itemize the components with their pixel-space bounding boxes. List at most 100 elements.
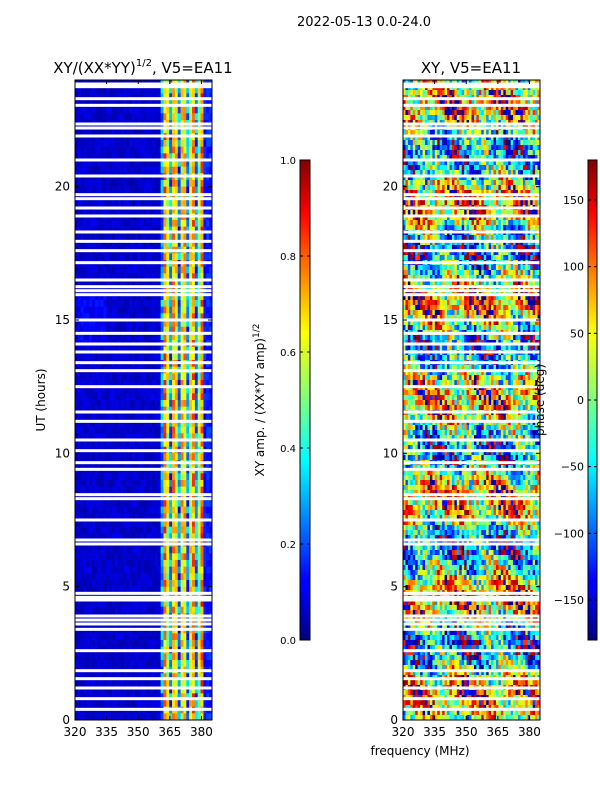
amplitude-cell [146, 313, 150, 321]
amplitude-cell [143, 126, 147, 134]
amplitude-cell [154, 200, 159, 208]
amplitude-cell [163, 513, 167, 521]
amplitude-cell [117, 346, 122, 354]
amplitude-cell [192, 273, 196, 281]
amplitude-cell [114, 353, 119, 361]
amplitude-cell [194, 313, 199, 321]
phase-cell [461, 100, 465, 106]
amplitude-cell [206, 373, 210, 381]
amplitude-cell [209, 673, 212, 681]
amplitude-cell [80, 660, 84, 668]
amplitude-cell [134, 186, 139, 194]
amplitude-cell [109, 546, 113, 554]
amplitude-cell [194, 273, 199, 281]
amplitude-cell [120, 106, 124, 114]
amplitude-cell [160, 126, 164, 134]
amplitude-cell [143, 93, 147, 101]
amplitude-cell [172, 380, 176, 388]
amplitude-cell [97, 673, 102, 681]
amplitude-cell [206, 206, 210, 214]
amplitude-cell [200, 486, 204, 494]
amplitude-cell [152, 320, 156, 328]
amplitude-cell [160, 266, 164, 274]
amplitude-cell [154, 413, 159, 421]
amplitude-cell [154, 520, 159, 528]
amplitude-cell [174, 226, 179, 234]
amplitude-cell [206, 433, 210, 441]
amplitude-cell [189, 253, 193, 261]
amplitude-cell [186, 346, 190, 354]
amplitude-cell [197, 606, 201, 614]
amplitude-cell [146, 326, 150, 334]
amplitude-cell [160, 153, 164, 161]
amplitude-cell [120, 660, 124, 668]
amplitude-cell [120, 153, 124, 161]
amplitude-cell [140, 186, 144, 194]
amplitude-cell [206, 180, 210, 188]
amplitude-cell [203, 93, 207, 101]
amplitude-cell [186, 633, 190, 641]
amplitude-cell [126, 100, 130, 108]
amplitude-cell [132, 253, 136, 261]
amplitude-cell [140, 573, 144, 581]
amplitude-cell [172, 640, 176, 648]
amplitude-cell [114, 306, 119, 314]
amplitude-cell [106, 526, 110, 534]
amplitude-cell [134, 573, 139, 581]
amplitude-cell [163, 560, 167, 568]
amplitude-cell [146, 113, 150, 121]
amplitude-cell [183, 180, 187, 188]
amplitude-cell [126, 480, 130, 488]
amplitude-cell [152, 606, 156, 614]
amplitude-masked-row [75, 206, 212, 210]
amplitude-cell [163, 493, 167, 501]
amplitude-cell [149, 653, 153, 661]
amplitude-cell [129, 413, 133, 421]
amplitude-cell [77, 673, 82, 681]
amplitude-cell [97, 140, 102, 148]
amplitude-cell [154, 553, 159, 561]
amplitude-cell [129, 680, 133, 688]
amplitude-cell [89, 440, 93, 448]
amplitude-cell [97, 553, 102, 561]
amplitude-cell [192, 100, 196, 108]
amplitude-cell [132, 426, 136, 434]
amplitude-cell [180, 533, 184, 541]
amplitude-cell [169, 126, 173, 134]
amplitude-cell [109, 473, 113, 481]
amplitude-cell [129, 313, 133, 321]
phase-cell [522, 90, 526, 96]
amplitude-cell [126, 526, 130, 534]
amplitude-cell [103, 206, 107, 214]
amplitude-cell [134, 280, 139, 288]
amplitude-cell [197, 526, 201, 534]
amplitude-cell [203, 573, 207, 581]
amplitude-cell [97, 160, 102, 168]
amplitude-cell [123, 473, 127, 481]
amplitude-cell [149, 106, 153, 114]
amplitude-cell [94, 606, 99, 614]
amplitude-cell [134, 206, 139, 214]
amplitude-cell [137, 320, 142, 328]
amplitude-cell [92, 686, 96, 694]
amplitude-cell [132, 93, 136, 101]
amplitude-cell [183, 280, 187, 288]
amplitude-cell [163, 273, 167, 281]
amplitude-cell [206, 333, 210, 341]
amplitude-cell [83, 480, 87, 488]
amplitude-cell [154, 193, 159, 201]
amplitude-cell [186, 106, 190, 114]
amplitude-cell [94, 373, 99, 381]
amplitude-cell [200, 560, 204, 568]
amplitude-cell [129, 686, 133, 694]
amplitude-cell [160, 373, 164, 381]
amplitude-cell [180, 640, 184, 648]
amplitude-cell [172, 300, 176, 308]
amplitude-cell [120, 393, 124, 401]
amplitude-cell [172, 166, 176, 174]
amplitude-cell [157, 700, 162, 708]
amplitude-cell [75, 586, 79, 594]
amplitude-cell [94, 573, 99, 581]
amplitude-cell [157, 333, 162, 341]
amplitude-cell [109, 206, 113, 214]
